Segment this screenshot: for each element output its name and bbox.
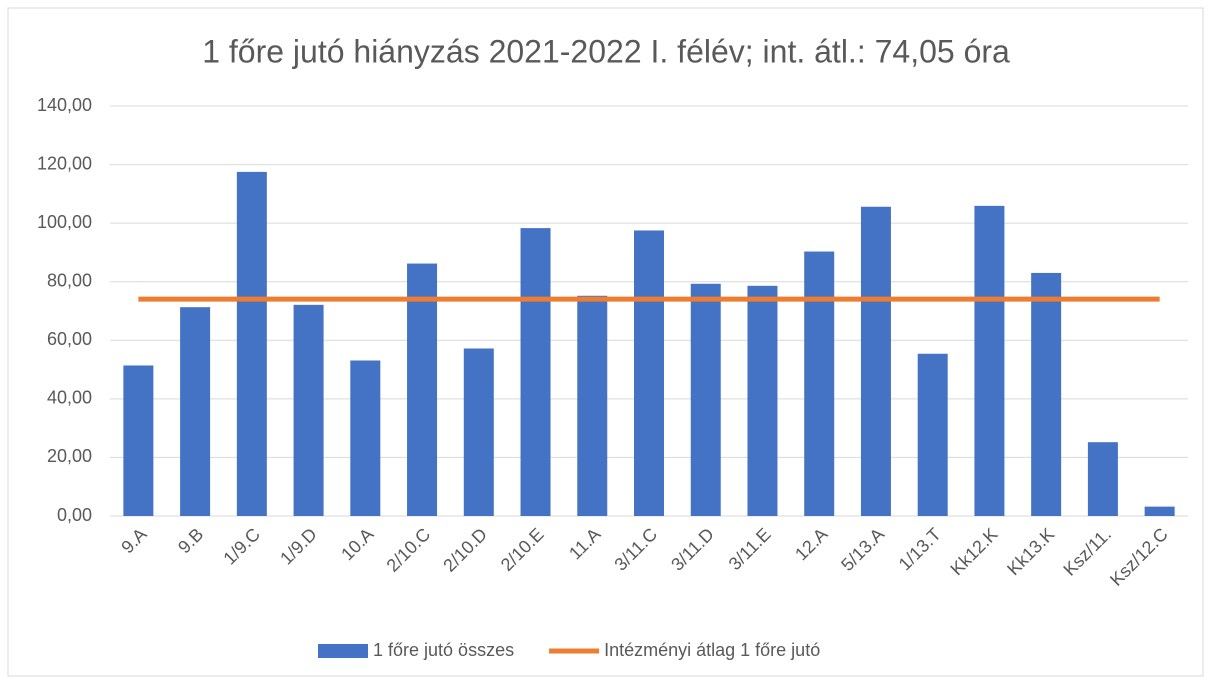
bar xyxy=(123,365,154,516)
bar xyxy=(1144,506,1175,516)
bar xyxy=(293,304,324,516)
legend-label: 1 főre jutó összes xyxy=(373,640,514,660)
bar xyxy=(180,307,211,516)
bar xyxy=(407,263,438,516)
y-tick-label: 40,00 xyxy=(47,388,92,408)
y-tick-label: 0,00 xyxy=(57,505,92,525)
bar xyxy=(747,285,778,516)
bar xyxy=(520,228,551,516)
y-tick-label: 140,00 xyxy=(37,95,92,115)
legend-label: Intézményi átlag 1 főre jutó xyxy=(604,640,820,660)
bar xyxy=(974,205,1005,516)
y-tick-label: 100,00 xyxy=(37,212,92,232)
bar xyxy=(463,348,494,516)
y-tick-label: 20,00 xyxy=(47,446,92,466)
y-tick-label: 80,00 xyxy=(47,270,92,290)
bar xyxy=(577,295,608,516)
y-tick-label: 60,00 xyxy=(47,329,92,349)
y-tick-label: 120,00 xyxy=(37,153,92,173)
bar xyxy=(236,171,267,516)
chart-title: 1 főre jutó hiányzás 2021-2022 I. félév;… xyxy=(202,33,1010,69)
bar xyxy=(1087,442,1118,516)
bar xyxy=(1031,272,1062,516)
bar xyxy=(350,360,381,516)
bar xyxy=(634,230,664,516)
legend-swatch xyxy=(318,644,368,658)
bar xyxy=(860,206,891,516)
bar xyxy=(917,353,948,516)
bar xyxy=(690,283,721,516)
bar xyxy=(804,251,835,517)
